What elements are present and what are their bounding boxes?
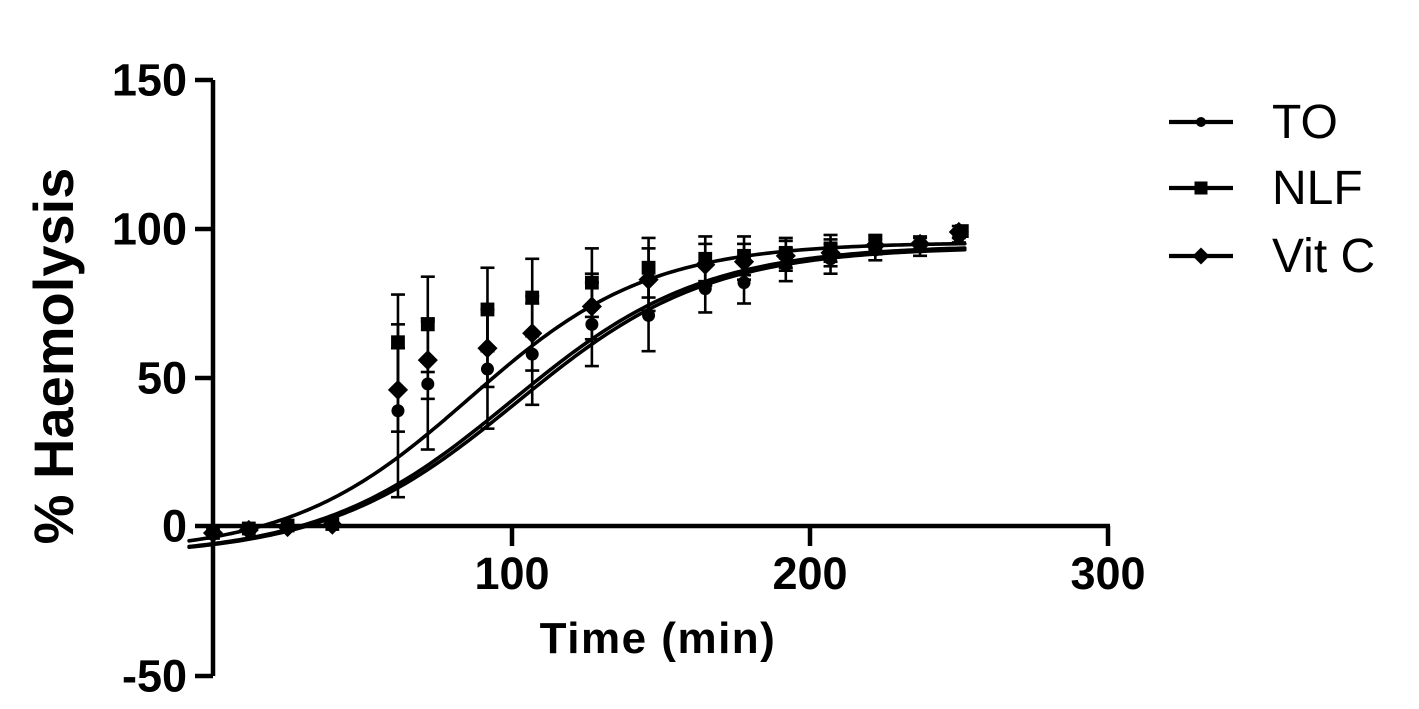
svg-text:TO: TO — [1272, 96, 1338, 149]
svg-text:% Haemolysis: % Haemolysis — [22, 168, 85, 545]
svg-text:0: 0 — [162, 501, 187, 552]
svg-text:100: 100 — [474, 548, 549, 599]
svg-text:-50: -50 — [122, 651, 187, 702]
svg-text:100: 100 — [112, 204, 187, 255]
svg-text:200: 200 — [772, 548, 847, 599]
svg-text:300: 300 — [1070, 548, 1145, 599]
svg-text:NLF: NLF — [1272, 162, 1363, 215]
svg-text:150: 150 — [112, 55, 187, 106]
svg-text:Time (min): Time (min) — [540, 614, 777, 663]
svg-text:Vit C: Vit C — [1272, 230, 1375, 283]
svg-text:50: 50 — [137, 353, 187, 404]
